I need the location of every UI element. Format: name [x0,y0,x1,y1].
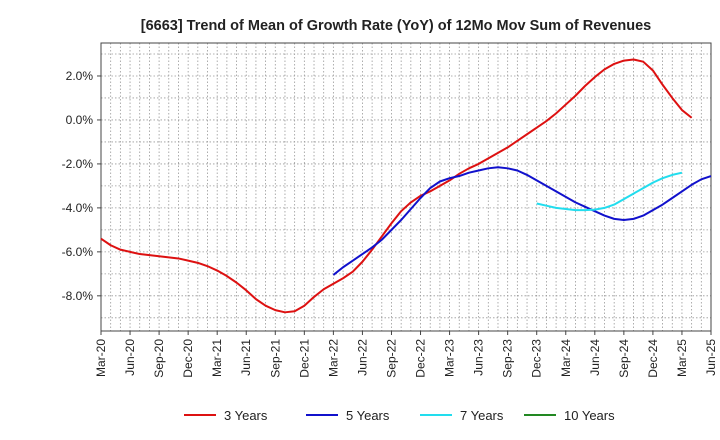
series-line-7-years [536,171,683,212]
y-axis: -8.0% -6.0% -4.0% -2.0% 0.0% 2.0% [62,69,101,303]
x-tick-label: Mar-22 [326,339,340,377]
legend-label: 7 Years [460,408,504,423]
x-tick-label: Sep-21 [268,339,282,378]
x-tick-label: Dec-24 [646,339,660,378]
x-tick-label: Mar-24 [559,339,573,377]
x-axis: Mar-20 Jun-20 Sep-20 Dec-20 Mar-21 Jun-21 Sep-… [94,331,718,378]
series-layer [100,58,712,314]
x-tick-label: Dec-20 [181,339,195,378]
y-tick-label: -4.0% [62,201,94,215]
x-tick-label: Jun-22 [355,339,369,376]
x-tick-label: Sep-20 [152,339,166,378]
legend-label: 5 Years [346,408,390,423]
x-tick-label: Jun-20 [123,339,137,376]
legend: 3 Years 5 Years 7 Years 10 Years [184,408,615,423]
x-tick-label: Dec-21 [297,339,311,378]
x-tick-label: Jun-25 [704,339,718,376]
x-tick-label: Jun-24 [588,339,602,376]
series-line-5-years [332,166,712,276]
x-tick-label: Sep-23 [501,339,515,378]
y-tick-label: -8.0% [62,289,94,303]
y-tick-label: -6.0% [62,245,94,259]
x-tick-label: Jun-23 [472,339,486,376]
legend-label: 10 Years [564,408,615,423]
legend-label: 3 Years [224,408,268,423]
y-tick-label: -2.0% [62,157,94,171]
x-tick-label: Dec-22 [414,339,428,378]
plot-frame [100,42,712,332]
x-tick-label: Sep-24 [617,339,631,378]
y-tick-label: 2.0% [66,69,94,83]
y-tick-label: 0.0% [66,113,94,127]
x-tick-label: Mar-21 [210,339,224,377]
x-tick-label: Dec-23 [530,339,544,378]
series-line-3-years [100,58,693,314]
chart-title: [6663] Trend of Mean of Growth Rate (YoY… [141,18,652,34]
x-tick-label: Sep-22 [384,339,398,378]
x-tick-label: Mar-25 [675,339,689,377]
grid [101,43,711,331]
x-tick-label: Mar-23 [443,339,457,377]
x-tick-label: Jun-21 [239,339,253,376]
x-tick-label: Mar-20 [94,339,108,377]
